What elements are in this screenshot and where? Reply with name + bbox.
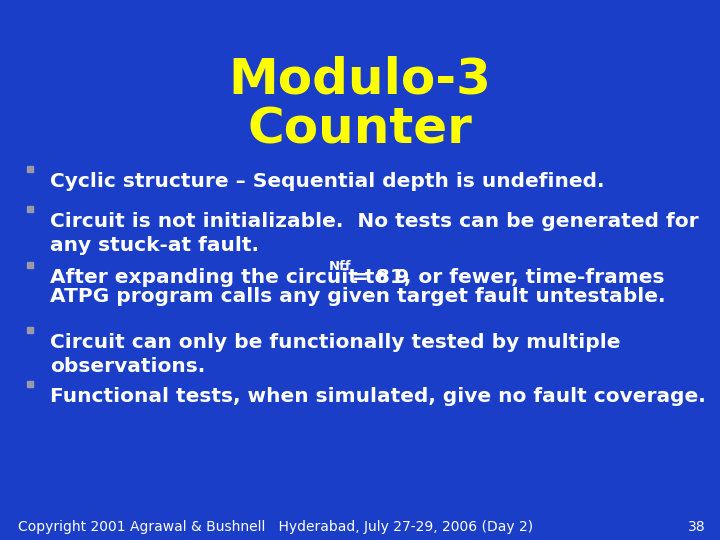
Text: Counter: Counter <box>248 106 472 154</box>
Bar <box>27 327 33 333</box>
Bar <box>27 381 33 387</box>
Text: Nff: Nff <box>328 260 351 273</box>
Text: Copyright 2001 Agrawal & Bushnell   Hyderabad, July 27-29, 2006 (Day 2): Copyright 2001 Agrawal & Bushnell Hydera… <box>18 520 533 534</box>
Text: Functional tests, when simulated, give no fault coverage.: Functional tests, when simulated, give n… <box>50 387 706 406</box>
Text: Modulo-3: Modulo-3 <box>228 56 492 104</box>
Text: Circuit can only be functionally tested by multiple
observations.: Circuit can only be functionally tested … <box>50 333 621 376</box>
Text: Cyclic structure – Sequential depth is undefined.: Cyclic structure – Sequential depth is u… <box>50 172 605 191</box>
Bar <box>27 262 33 268</box>
Text: Circuit is not initializable.  No tests can be generated for
any stuck-at fault.: Circuit is not initializable. No tests c… <box>50 212 698 255</box>
Text: After expanding the circuit to 9: After expanding the circuit to 9 <box>50 268 409 287</box>
Text: = 81, or fewer, time-frames: = 81, or fewer, time-frames <box>346 268 665 287</box>
Text: ATPG program calls any given target fault untestable.: ATPG program calls any given target faul… <box>50 287 665 306</box>
Text: 38: 38 <box>688 520 706 534</box>
Bar <box>27 206 33 212</box>
Bar <box>27 166 33 172</box>
